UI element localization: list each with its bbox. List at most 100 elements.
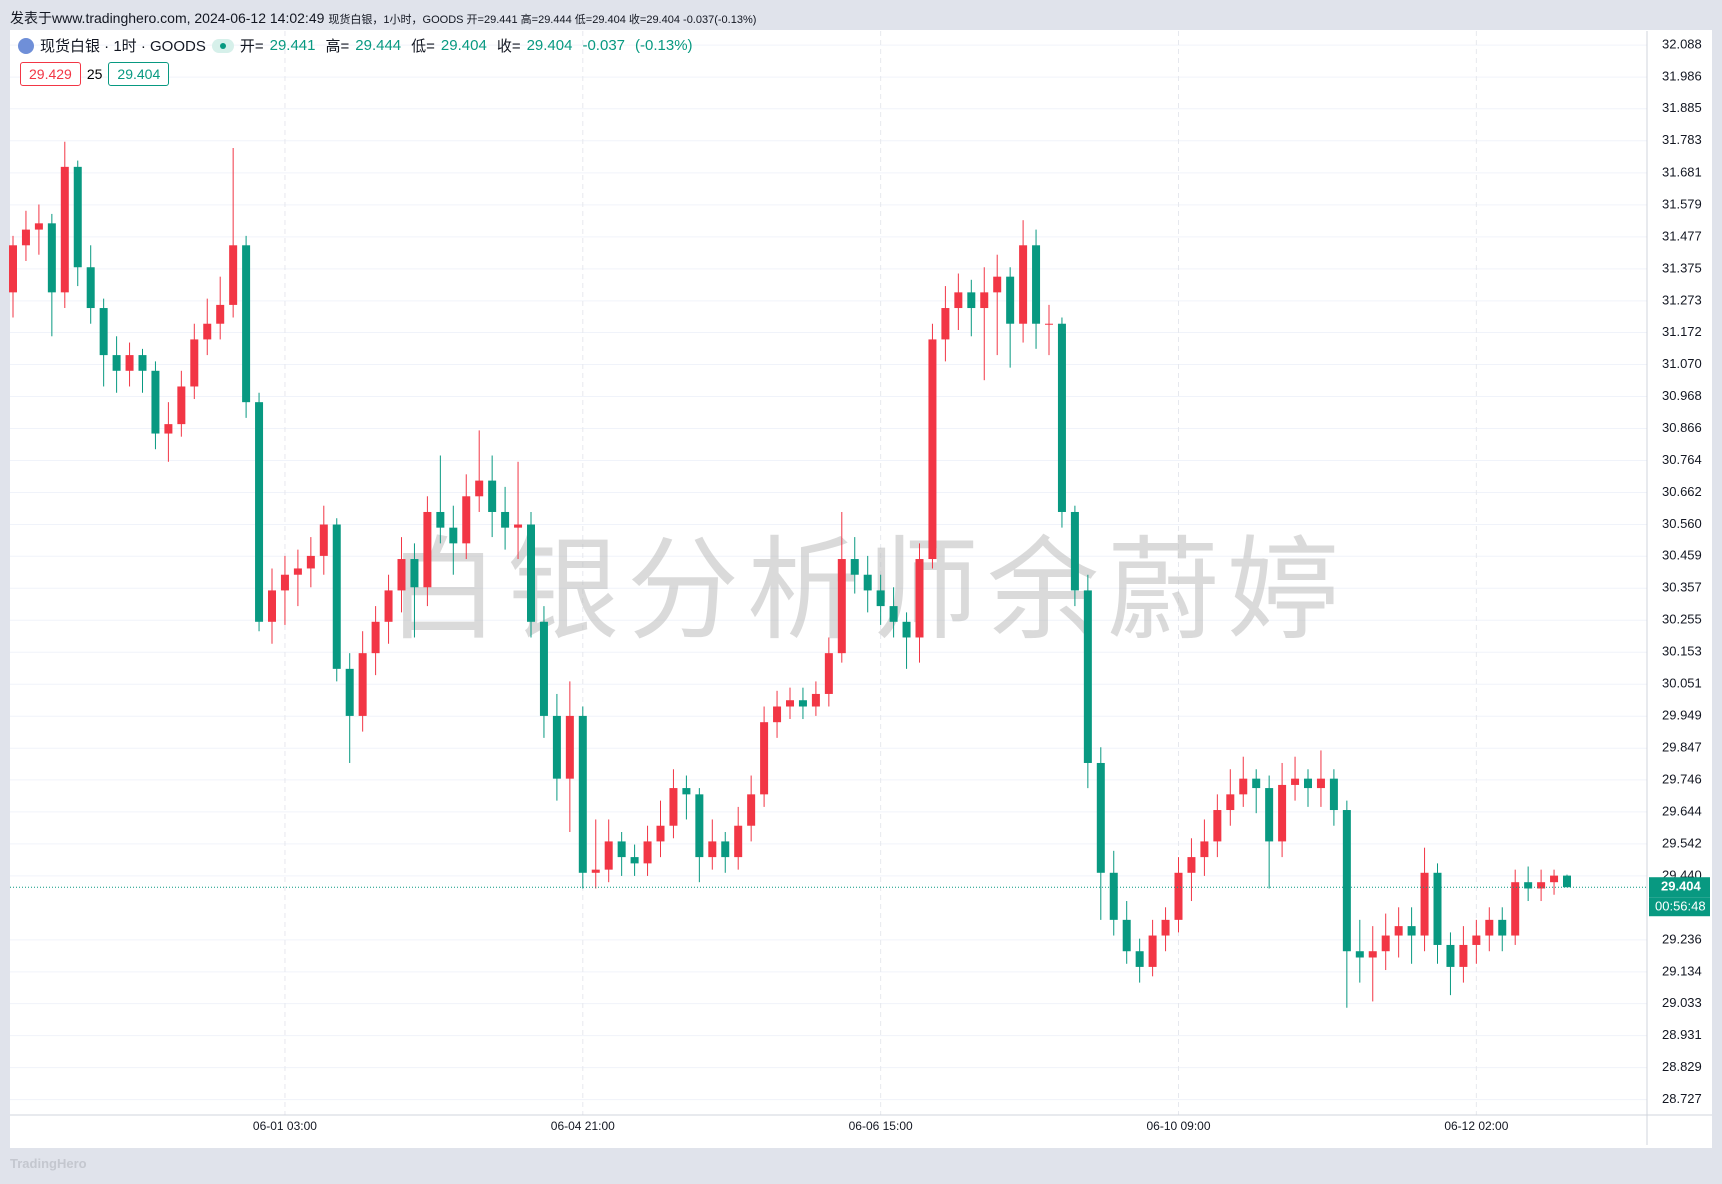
close-value: 29.404 [526, 37, 573, 54]
y-tick-label: 30.662 [1662, 484, 1702, 499]
candle-body [99, 308, 108, 356]
candle-body [21, 229, 30, 246]
candle-body [475, 480, 484, 497]
candle-body [1524, 882, 1533, 889]
candle-body [902, 621, 911, 638]
candle-body [1291, 778, 1300, 785]
candle-body [138, 355, 147, 371]
candle-body [449, 527, 458, 544]
candle-body [34, 223, 43, 230]
countdown-bg [1649, 897, 1710, 917]
y-tick-label: 31.783 [1662, 132, 1702, 147]
change-percent: (-0.13%) [635, 37, 693, 54]
candle-body [514, 524, 523, 528]
spread: 25 [86, 66, 103, 82]
candle-body [229, 245, 238, 305]
candle-body [1122, 919, 1131, 952]
candle-body [1109, 872, 1118, 920]
candle-body [527, 524, 535, 622]
candle-body [1213, 810, 1222, 842]
candle-body [1070, 511, 1079, 591]
y-tick-label: 29.847 [1662, 740, 1702, 755]
y-tick-label: 32.088 [1662, 37, 1702, 52]
candle-body [112, 355, 121, 371]
x-tick-label: 06-12 02:00 [1444, 1119, 1508, 1133]
candle-body [60, 166, 69, 293]
candle-body [643, 841, 652, 864]
candle-body [190, 339, 199, 387]
candle-body [1511, 882, 1520, 936]
candle-body [397, 559, 406, 591]
y-tick-label: 30.866 [1662, 420, 1702, 435]
y-tick-label: 28.727 [1662, 1091, 1702, 1106]
bid[interactable]: 29.429 [20, 62, 81, 86]
candle-body [915, 559, 924, 638]
candle-body [125, 355, 134, 371]
candle-body [242, 245, 251, 403]
candle-body [824, 653, 833, 694]
candle-body [1304, 778, 1312, 789]
candle-body [695, 794, 704, 858]
candle-body [786, 700, 794, 707]
candle-body [423, 511, 432, 588]
candle-body [1019, 245, 1028, 324]
open-value: 29.441 [269, 37, 316, 54]
candle-body [280, 574, 289, 591]
candle-body [203, 323, 212, 340]
candle-body [345, 668, 354, 716]
y-tick-label: 29.033 [1662, 995, 1702, 1010]
candle-body [1563, 875, 1571, 888]
candle-body [319, 524, 328, 556]
candle-body [552, 715, 561, 779]
candle-body [1265, 788, 1274, 842]
candle-body [164, 424, 173, 434]
ask[interactable]: 29.404 [108, 62, 170, 86]
candle-body [876, 590, 885, 607]
candle-body [9, 245, 17, 293]
y-tick-label: 30.459 [1662, 548, 1702, 563]
market-status[interactable] [211, 38, 234, 53]
candle-body [1472, 935, 1481, 945]
candle-body [1329, 778, 1338, 811]
quote: 29.429 25 29.404 [20, 62, 170, 86]
candle-body [73, 166, 82, 268]
symbol[interactable]: 现货白银 · 1时 · GOODS [40, 38, 206, 55]
candle-body [436, 511, 445, 528]
candle-body [332, 524, 341, 669]
candle-body [1135, 951, 1144, 967]
candle-body [1381, 935, 1390, 952]
candle-body [86, 267, 95, 309]
candle-body [47, 223, 56, 293]
candle-body [1083, 590, 1092, 763]
candle-body [850, 559, 859, 575]
candle-body [837, 559, 846, 654]
candle-body [384, 590, 393, 622]
y-tick-label: 28.829 [1662, 1059, 1702, 1074]
x-tick-label: 06-04 21:00 [551, 1119, 615, 1133]
candle-body [747, 794, 756, 826]
candle-body [811, 693, 820, 707]
candle-body [177, 386, 186, 425]
candle-body [1355, 951, 1364, 958]
candle-body [1342, 810, 1351, 952]
candle-body [798, 700, 807, 707]
y-tick-label: 31.579 [1662, 196, 1702, 211]
candle-body [306, 555, 315, 569]
candle-body [721, 841, 730, 858]
candle-body [1433, 872, 1442, 945]
y-tick-label: 31.070 [1662, 356, 1702, 371]
y-tick-label: 30.357 [1662, 580, 1702, 595]
candle-body [669, 788, 678, 826]
candle-body [1200, 841, 1209, 858]
banner: 发表于www.tradinghero.com, 2024-06-12 14:02… [10, 8, 756, 28]
candle-body [1252, 778, 1261, 789]
candle-body [630, 857, 639, 864]
candle-body [1368, 951, 1377, 958]
candle-body [578, 715, 587, 873]
y-tick-label: 29.949 [1662, 708, 1702, 723]
y-tick-label: 29.236 [1662, 931, 1702, 946]
y-tick-label: 28.931 [1662, 1027, 1702, 1042]
candle-body [501, 511, 510, 528]
